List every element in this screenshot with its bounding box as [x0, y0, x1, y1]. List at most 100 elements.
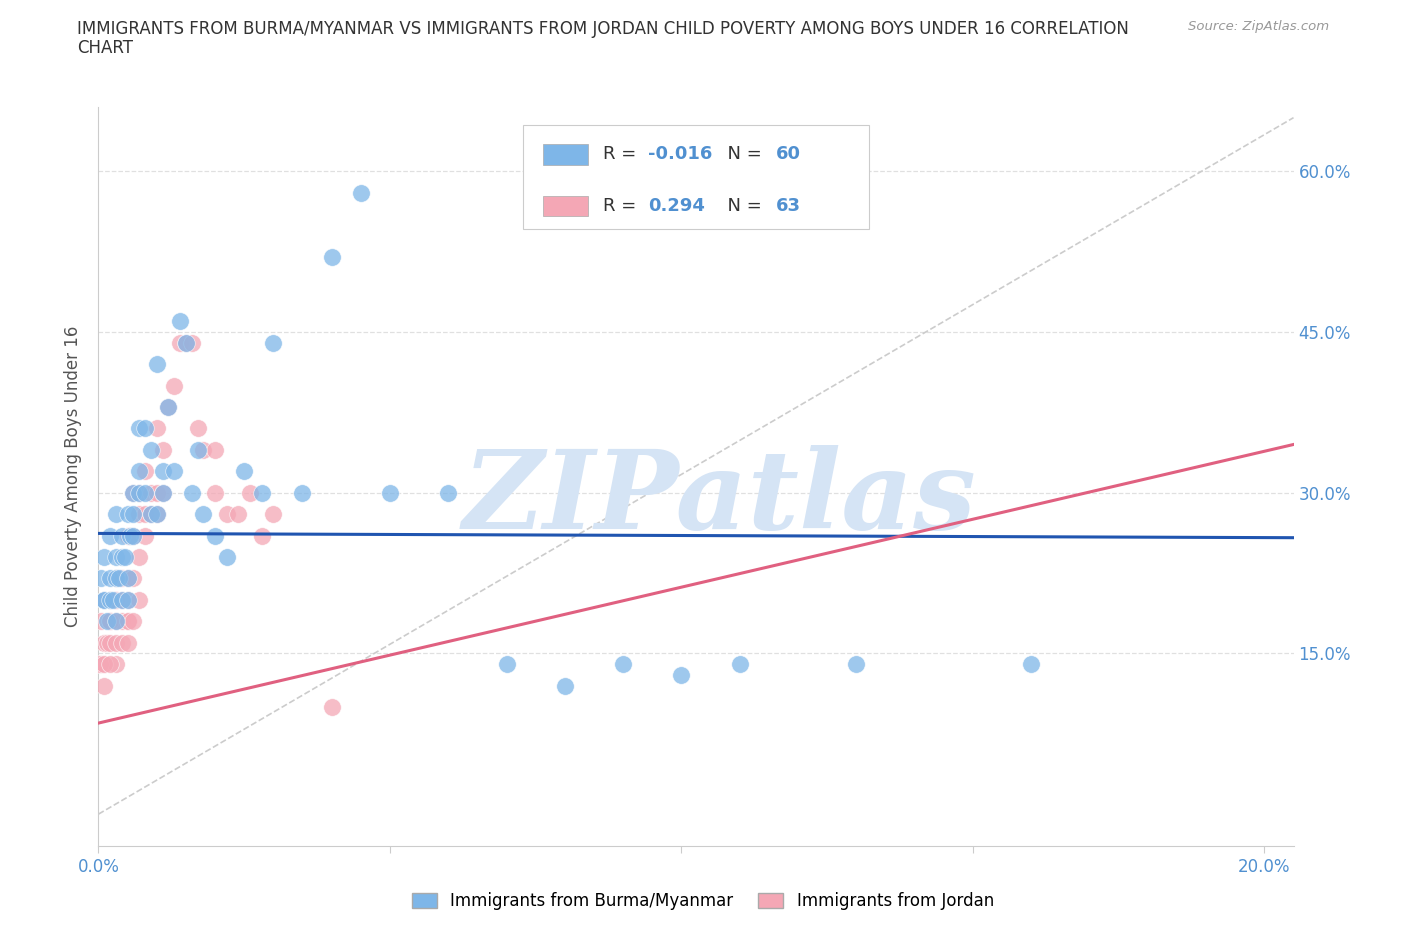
- Point: [174, 335, 197, 350]
- FancyBboxPatch shape: [523, 126, 869, 229]
- Point: [233, 464, 256, 479]
- Point: [437, 485, 460, 500]
- Point: [128, 464, 150, 479]
- Point: [321, 699, 343, 714]
- Point: [180, 485, 202, 500]
- Point: [104, 614, 127, 629]
- Point: [93, 592, 115, 607]
- Point: [204, 443, 226, 458]
- Point: [122, 528, 145, 543]
- Point: [145, 507, 167, 522]
- Point: [128, 485, 150, 500]
- Point: [104, 571, 127, 586]
- Text: 63: 63: [776, 197, 801, 215]
- Point: [145, 485, 167, 500]
- Point: [128, 592, 150, 607]
- Point: [93, 657, 115, 671]
- Point: [96, 635, 118, 650]
- Point: [134, 421, 156, 436]
- Point: [104, 550, 127, 565]
- Point: [169, 335, 191, 350]
- Point: [104, 507, 127, 522]
- Point: [152, 464, 174, 479]
- Point: [98, 571, 121, 586]
- Point: [139, 507, 162, 522]
- Point: [139, 507, 162, 522]
- Point: [215, 550, 238, 565]
- Point: [117, 592, 139, 607]
- Text: Source: ZipAtlas.com: Source: ZipAtlas.com: [1188, 20, 1329, 33]
- Point: [204, 485, 226, 500]
- Point: [93, 657, 115, 671]
- Point: [93, 592, 115, 607]
- Point: [98, 635, 121, 650]
- Point: [98, 657, 121, 671]
- Point: [671, 668, 693, 683]
- Point: [114, 550, 136, 565]
- Point: [93, 678, 115, 693]
- Point: [93, 550, 115, 565]
- Point: [111, 571, 134, 586]
- Text: R =: R =: [603, 145, 641, 164]
- Point: [134, 528, 156, 543]
- Point: [111, 614, 134, 629]
- Text: 60: 60: [776, 145, 801, 164]
- Point: [104, 635, 127, 650]
- Point: [186, 421, 208, 436]
- Point: [193, 443, 215, 458]
- Point: [228, 507, 250, 522]
- Point: [128, 550, 150, 565]
- Point: [169, 313, 191, 328]
- Text: N =: N =: [716, 145, 768, 164]
- Point: [152, 485, 174, 500]
- Point: [90, 614, 112, 629]
- Point: [117, 507, 139, 522]
- Point: [122, 614, 145, 629]
- Point: [204, 528, 226, 543]
- Point: [98, 592, 121, 607]
- Point: [122, 528, 145, 543]
- Point: [93, 635, 115, 650]
- Point: [104, 571, 127, 586]
- Text: -0.016: -0.016: [648, 145, 713, 164]
- Point: [111, 635, 134, 650]
- Point: [152, 485, 174, 500]
- Point: [120, 528, 142, 543]
- Point: [145, 357, 167, 372]
- Point: [134, 464, 156, 479]
- Point: [104, 592, 127, 607]
- Point: [193, 507, 215, 522]
- Point: [122, 485, 145, 500]
- Point: [152, 443, 174, 458]
- Point: [157, 400, 180, 415]
- Point: [117, 614, 139, 629]
- Y-axis label: Child Poverty Among Boys Under 16: Child Poverty Among Boys Under 16: [65, 326, 83, 628]
- Point: [262, 335, 284, 350]
- Point: [98, 614, 121, 629]
- Point: [845, 657, 868, 671]
- Point: [163, 379, 186, 393]
- Point: [98, 528, 121, 543]
- FancyBboxPatch shape: [543, 144, 589, 165]
- Text: N =: N =: [716, 197, 768, 215]
- Point: [495, 657, 517, 671]
- Point: [350, 185, 373, 200]
- Point: [122, 507, 145, 522]
- Point: [111, 528, 134, 543]
- Point: [378, 485, 401, 500]
- Point: [117, 635, 139, 650]
- Point: [101, 592, 124, 607]
- Point: [104, 614, 127, 629]
- Point: [104, 592, 127, 607]
- Point: [117, 592, 139, 607]
- Point: [128, 485, 150, 500]
- Point: [128, 507, 150, 522]
- Point: [134, 507, 156, 522]
- Point: [262, 507, 284, 522]
- Point: [157, 400, 180, 415]
- Point: [291, 485, 314, 500]
- Point: [117, 571, 139, 586]
- Point: [89, 657, 111, 671]
- Point: [139, 485, 162, 500]
- Point: [111, 592, 134, 607]
